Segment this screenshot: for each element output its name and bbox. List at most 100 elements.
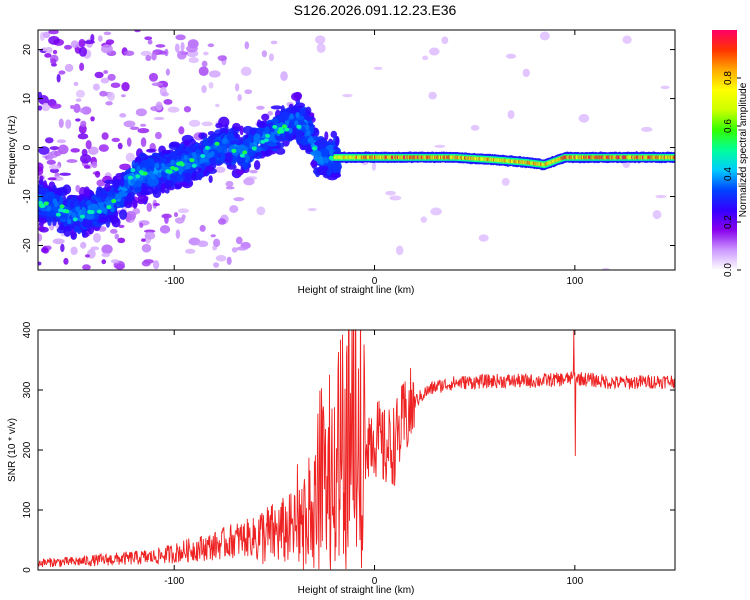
- spectrogram-cloud-blob: [124, 179, 129, 189]
- spectrogram-cloud-blob: [119, 177, 125, 188]
- spectrogram-noise-blob: [79, 62, 85, 71]
- spectrogram-ridge-halo: [193, 158, 198, 165]
- spectrogram-cloud-blob: [81, 218, 94, 228]
- spectrogram-cloud-blob: [267, 142, 278, 147]
- spectrogram-noise-blob: [49, 168, 60, 174]
- spectrogram-cloud-blob: [200, 133, 206, 139]
- spectrogram-noise-blob: [225, 180, 234, 187]
- spectrogram-noise-blob: [165, 68, 170, 76]
- spectrogram-noise-blob: [373, 66, 383, 70]
- spectrogram-ridge-halo: [187, 162, 192, 169]
- spectrogram-ridge-core: [89, 210, 95, 215]
- spectrogram-noise-blob: [148, 72, 159, 82]
- spectrogram-ridge-halo: [86, 213, 91, 220]
- spectrogram-cloud-blob: [174, 185, 182, 190]
- spectrogram-noise-blob: [622, 35, 632, 44]
- spectrogram-ridge-halo: [53, 200, 59, 207]
- spectrogram-cloud-blob: [258, 152, 263, 158]
- spectrogram-cloud-blob: [104, 182, 111, 192]
- spectrogram-ridge-halo: [295, 112, 300, 119]
- spectrogram-cloud-blob: [305, 106, 312, 115]
- spectrogram-ridge-halo: [317, 151, 322, 158]
- spectrogram-cloud-blob: [249, 127, 258, 136]
- spectrogram-noise-blob: [159, 50, 167, 55]
- spectrogram-cloud-blob: [202, 136, 209, 147]
- spectrogram-noise-blob: [109, 228, 118, 234]
- spectrogram-cloud-blob: [38, 179, 44, 186]
- spectrogram-cloud-blob: [330, 130, 338, 139]
- spectrogram-ridge-core: [281, 124, 287, 129]
- spectrogram-noise-blob: [185, 248, 196, 254]
- spectrogram-noise-blob: [144, 231, 156, 240]
- spectrogram-noise-blob: [270, 40, 278, 45]
- spectrogram-noise-blob: [45, 46, 53, 54]
- spectrogram-noise-blob: [58, 118, 64, 128]
- spectrogram-noise-blob: [315, 35, 326, 45]
- spectrogram-cloud-blob: [208, 156, 217, 164]
- spectrogram-cloud-blob: [58, 224, 65, 231]
- spectrogram-noise-blob: [316, 43, 326, 53]
- spectrogram-cloud-blob: [221, 143, 228, 150]
- spectrogram-noise-blob: [146, 202, 153, 212]
- spectrogram-x-tick-label: -100: [164, 276, 184, 287]
- spectrogram-cloud-blob: [200, 163, 206, 168]
- spectrogram-cloud-blob: [38, 187, 49, 194]
- spectrogram-ridge-halo: [67, 218, 72, 225]
- spectrogram-noise-blob: [212, 238, 221, 248]
- spectrogram-cloud-blob: [188, 144, 199, 151]
- spectrogram-noise-blob: [114, 263, 125, 270]
- colorbar-tick-label: 0.2: [723, 215, 734, 229]
- spectrogram-ridge-core: [64, 209, 70, 214]
- spectrogram-ridge-halo: [289, 113, 294, 120]
- spectrogram-ridge-halo: [305, 124, 310, 131]
- spectrogram-noise-blob: [101, 132, 109, 140]
- spectrogram-noise-blob: [652, 210, 662, 220]
- spectrogram-noise-blob: [48, 30, 59, 35]
- spectrogram-noise-blob: [153, 202, 160, 207]
- spectrogram-cloud-blob: [83, 186, 91, 198]
- spectrogram-noise-blob: [73, 103, 81, 114]
- spectrogram-ridge-core: [167, 169, 173, 174]
- spectrogram-noise-blob: [217, 218, 226, 225]
- spectrogram-noise-blob: [119, 113, 127, 118]
- spectrogram-noise-blob: [145, 54, 152, 62]
- spectrogram-cloud-blob: [226, 163, 237, 170]
- spectrogram-cloud-blob: [164, 189, 170, 194]
- spectrogram-cloud-blob: [291, 92, 302, 101]
- spectrogram-noise-blob: [103, 31, 112, 36]
- spectrogram-noise-blob: [140, 50, 152, 57]
- spectrogram-cloud-blob: [126, 192, 133, 202]
- spectrogram-ridge-halo: [204, 148, 209, 155]
- spectrogram-cloud-blob: [217, 153, 222, 158]
- spectrogram-cloud-blob: [168, 180, 175, 187]
- spectrogram-noise-blob: [267, 111, 273, 116]
- spectrogram-noise-blob: [539, 31, 550, 41]
- spectrogram-noise-blob: [153, 116, 165, 121]
- spectrogram-cloud-blob: [264, 126, 270, 135]
- colorbar-tick-label: 0.0: [723, 263, 734, 277]
- spectrogram-noise-blob: [90, 246, 100, 251]
- spectrogram-ridge-core: [130, 168, 136, 173]
- chart-title: S126.2026.091.12.23.E36: [293, 2, 457, 18]
- spectrogram-noise-blob: [201, 60, 208, 68]
- spectrogram-noise-blob: [75, 98, 82, 102]
- spectrogram-cloud-blob: [71, 195, 78, 203]
- snr-y-tick-label: 100: [22, 501, 33, 518]
- spectrogram-cloud-blob: [86, 199, 92, 207]
- spectrogram-cloud-blob: [161, 149, 171, 155]
- spectrogram-noise-blob: [84, 254, 90, 258]
- spectrogram-ridge-halo: [238, 145, 244, 152]
- spectrogram-noise-blob: [57, 144, 69, 155]
- spectrogram-noise-blob: [83, 165, 91, 169]
- spectrogram-noise-blob: [164, 214, 169, 224]
- spectrogram-ridge-core: [59, 204, 65, 209]
- spectrogram-noise-blob: [244, 89, 253, 95]
- spectrogram-noise-blob: [501, 177, 510, 186]
- spectrogram-noise-blob: [217, 55, 227, 61]
- spectrogram-noise-blob: [178, 126, 185, 135]
- spectrogram-noise-blob: [125, 152, 136, 162]
- spectrogram-noise-blob: [49, 146, 60, 151]
- spectrogram-noise-blob: [147, 39, 153, 45]
- spectrogram-ridge-halo: [324, 157, 329, 164]
